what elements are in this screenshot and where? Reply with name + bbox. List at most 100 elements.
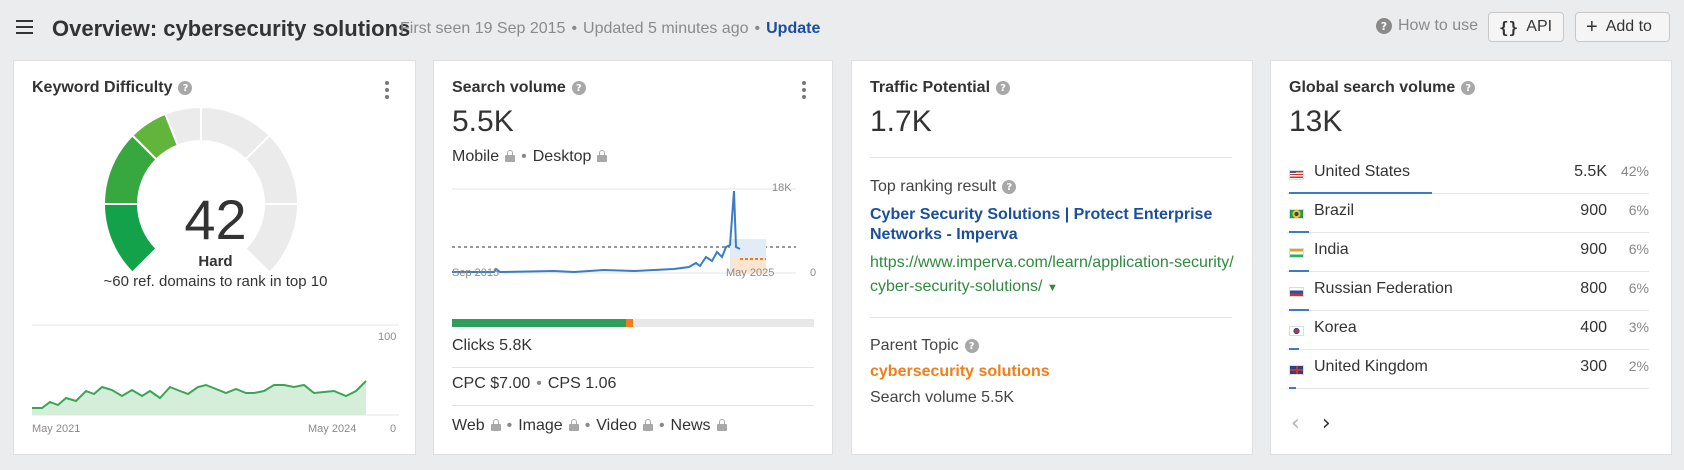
- country-row-br[interactable]: Brazil 900 6%: [1287, 194, 1649, 233]
- api-button[interactable]: {} API: [1488, 12, 1564, 42]
- y-axis-max: 18K: [772, 182, 792, 194]
- country-row-ru[interactable]: Russian Federation 800 6%: [1287, 272, 1649, 311]
- divider: [870, 317, 1232, 318]
- add-to-button[interactable]: + Add to: [1575, 12, 1670, 42]
- kd-trend-area: [32, 381, 366, 415]
- mobile-label: Mobile: [452, 148, 500, 165]
- flag-in-icon: [1289, 248, 1304, 258]
- kd-trend-chart: [32, 324, 399, 416]
- question-icon[interactable]: ?: [1461, 81, 1476, 95]
- top-result-url-link[interactable]: https://www.imperva.com/learn/applicatio…: [870, 251, 1240, 300]
- how-to-use-link[interactable]: ? How to use: [1376, 17, 1478, 35]
- pagination: ‹ ›: [1291, 411, 1331, 436]
- top-result-title-link[interactable]: Cyber Security Solutions | Protect Enter…: [870, 206, 1213, 243]
- prev-page-icon[interactable]: ‹: [1291, 411, 1300, 436]
- lock-icon: [597, 149, 608, 164]
- country-row-in[interactable]: India 900 6%: [1287, 233, 1649, 272]
- country-share-bar: [1289, 192, 1432, 194]
- traffic-potential-card: Traffic Potential ? 1.7K Top ranking res…: [851, 60, 1253, 455]
- divider: [452, 405, 814, 406]
- cpc-row: CPC $7.00 • CPS 1.06: [452, 375, 814, 393]
- x-axis-end: May 2025: [726, 267, 775, 279]
- question-icon[interactable]: ?: [178, 81, 193, 95]
- caret-down-icon[interactable]: ▼: [1046, 282, 1058, 294]
- menu-icon[interactable]: [16, 20, 33, 34]
- country-percent: 42%: [1620, 163, 1649, 179]
- card-title: Traffic Potential ?: [870, 79, 1011, 97]
- global-volume-card: Global search volume ? 13K United States…: [1270, 60, 1672, 455]
- serp-features-row: Web • Image • Video • News: [452, 417, 814, 435]
- separator: •: [506, 417, 513, 434]
- search-volume-card: Search volume ? 5.5K Mobile • Desktop Se…: [433, 60, 833, 455]
- x-axis-end: May 2024: [308, 423, 357, 435]
- clicks-bar-segment: [452, 319, 626, 327]
- country-row-gb[interactable]: United Kingdom 300 2%: [1287, 350, 1649, 389]
- more-options-icon[interactable]: [802, 81, 806, 102]
- y-axis-max: 100: [378, 331, 397, 343]
- separator: •: [571, 20, 578, 37]
- kd-score: 42: [184, 188, 247, 251]
- country-volume: 900: [1580, 202, 1607, 219]
- country-table: United States 5.5K 42% Brazil 900 6% India 900 6…: [1287, 155, 1649, 389]
- country-share-bar: [1289, 231, 1310, 233]
- country-name: United Kingdom: [1314, 358, 1428, 375]
- sv-chart: [452, 188, 796, 274]
- question-icon[interactable]: ?: [996, 81, 1011, 95]
- api-label: API: [1526, 18, 1553, 35]
- question-icon[interactable]: ?: [964, 339, 979, 353]
- first-seen-text: First seen 19 Sep 2015: [400, 20, 566, 37]
- card-title: Keyword Difficulty ?: [32, 79, 193, 97]
- parent-topic-link[interactable]: cybersecurity solutions: [870, 363, 1050, 380]
- country-percent: 2%: [1628, 358, 1649, 374]
- sv-forecast-orange-area: [732, 257, 766, 273]
- tp-value: 1.7K: [870, 105, 932, 138]
- separator: •: [521, 148, 527, 165]
- country-volume: 800: [1580, 280, 1607, 297]
- page-title: Overview: cybersecurity solutions: [52, 16, 411, 41]
- url-text: https://www.imperva.com/learn/applicatio…: [870, 254, 1234, 295]
- clicks-text: Clicks 5.8K: [452, 337, 533, 354]
- y-axis-min: 0: [390, 423, 397, 435]
- device-split: Mobile • Desktop: [452, 148, 608, 166]
- tp-title: Traffic Potential: [870, 79, 991, 96]
- country-share-bar: [1289, 348, 1300, 350]
- gv-title: Global search volume: [1289, 79, 1456, 96]
- parent-topic-label-text: Parent Topic: [870, 337, 959, 354]
- lock-icon: [642, 418, 653, 433]
- kd-trend-line: [32, 380, 367, 409]
- kd-gauge: [102, 105, 300, 271]
- gv-value: 13K: [1289, 105, 1343, 138]
- more-options-icon[interactable]: [385, 81, 389, 102]
- parent-volume-text: Search volume 5.5K: [870, 389, 1015, 406]
- lock-icon: [568, 418, 579, 433]
- question-icon: ?: [1376, 18, 1392, 34]
- braces-icon: {}: [1499, 17, 1519, 37]
- kd-description: ~60 ref. domains to rank in top 10: [103, 273, 328, 290]
- serp-video-label: Video: [596, 417, 637, 434]
- next-page-icon[interactable]: ›: [1321, 411, 1331, 436]
- update-link[interactable]: Update: [766, 20, 821, 37]
- country-name: Russian Federation: [1314, 280, 1453, 297]
- x-axis-start: May 2021: [32, 423, 81, 435]
- add-to-label: Add to: [1605, 18, 1652, 35]
- country-row-us[interactable]: United States 5.5K 42%: [1287, 155, 1649, 194]
- country-percent: 6%: [1628, 241, 1649, 257]
- desktop-label: Desktop: [532, 148, 592, 165]
- country-row-kr[interactable]: Korea 400 3%: [1287, 311, 1649, 350]
- updated-text: Updated 5 minutes ago: [583, 20, 749, 37]
- separator: •: [658, 417, 665, 434]
- divider: [870, 157, 1232, 158]
- serp-news-label: News: [670, 417, 711, 434]
- question-icon[interactable]: ?: [571, 81, 586, 95]
- lock-icon: [716, 418, 727, 433]
- lock-icon: [490, 418, 501, 433]
- question-icon[interactable]: ?: [1002, 180, 1017, 194]
- top-result-label-text: Top ranking result: [870, 178, 997, 195]
- how-to-use-label: How to use: [1398, 17, 1479, 34]
- clicks-row: Clicks 5.8K: [452, 337, 814, 355]
- country-share-bar: [1289, 309, 1310, 311]
- flag-kr-icon: [1289, 326, 1304, 336]
- flag-br-icon: [1289, 209, 1304, 219]
- country-share-bar: [1289, 387, 1296, 389]
- country-volume: 5.5K: [1574, 163, 1607, 180]
